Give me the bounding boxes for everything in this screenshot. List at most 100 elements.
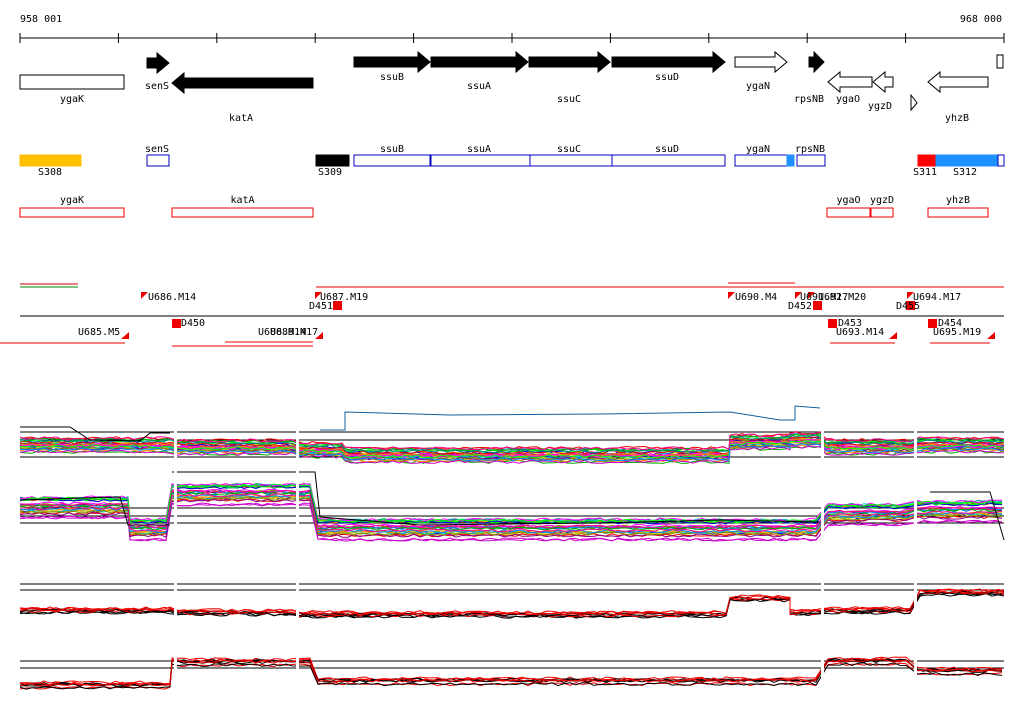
promoter (172, 319, 181, 328)
gene-arrow (528, 50, 611, 74)
unit-flag (728, 292, 735, 299)
segment-label: ssuA (467, 144, 491, 155)
segment-label: ygaN (746, 144, 770, 155)
gene-label: ssuA (467, 81, 491, 92)
segment-box (315, 154, 350, 167)
expression-trace (19, 498, 1003, 538)
segment-label: S312 (953, 167, 977, 178)
segment-box (146, 154, 170, 167)
segment-label: ssuB (380, 144, 404, 155)
track-gap (174, 405, 177, 700)
promoter (813, 301, 822, 310)
expression-trace (20, 493, 1003, 533)
expression-trace (19, 502, 1003, 542)
unit-label: U692.M20 (818, 292, 866, 303)
ruler-end: 968 000 (960, 14, 1002, 25)
operon-box (870, 207, 894, 218)
track-gap (914, 405, 917, 700)
gene-arrow (808, 50, 825, 74)
segment-label: ssuD (655, 144, 679, 155)
ruler-start: 958 001 (20, 14, 62, 25)
unit-flag (121, 332, 129, 339)
expression-trace (19, 496, 170, 526)
promoter (333, 301, 342, 310)
operon-label: ygaK (60, 195, 84, 206)
gene-arrow (353, 50, 431, 74)
expression-trace (19, 494, 1003, 534)
segment-box (19, 154, 82, 167)
unit-flag (889, 332, 897, 339)
unit-label: U687.M19 (320, 292, 368, 303)
gene-arrow (19, 74, 125, 90)
expression-trace (19, 434, 1005, 454)
gene-label: ygzD (868, 101, 892, 112)
gene-label: ygaN (746, 81, 770, 92)
segment-label: rpsNB (795, 144, 825, 155)
gene-arrow (927, 70, 989, 94)
expression-trace (19, 490, 1003, 530)
operon-box (927, 207, 989, 218)
segment-box (734, 154, 788, 167)
expression-trace (19, 589, 1005, 616)
segment-box (353, 154, 431, 167)
expression-trace (19, 439, 1005, 459)
track-gap (296, 405, 299, 700)
expression-trace (19, 662, 1003, 690)
segment-box (611, 154, 726, 167)
promoter (928, 319, 937, 328)
unit-label: U686.M14 (148, 292, 196, 303)
expression-trace (19, 445, 1005, 464)
promoter (828, 319, 837, 328)
expression-trace (19, 491, 1003, 531)
operon-label: ygzD (870, 195, 894, 206)
gene-label: yhzB (945, 113, 969, 124)
unit-label: D452 (788, 301, 812, 312)
unit-label: D450 (181, 318, 205, 329)
gene-label: rpsNB (794, 94, 824, 105)
segment-label: S311 (913, 167, 937, 178)
gene-arrow (827, 70, 873, 94)
segment-box (786, 154, 795, 167)
unit-label: U690.M4 (735, 292, 777, 303)
gene-arrow (430, 50, 529, 74)
unit-label: D453 (838, 318, 862, 329)
unit-flag (315, 292, 322, 299)
expression-trace (19, 485, 1003, 525)
expression-trace (19, 494, 1003, 534)
segment-box (529, 154, 613, 167)
unit-label: U693.M14 (836, 327, 884, 338)
gene-label: ssuC (557, 94, 581, 105)
unit-flag (907, 292, 914, 299)
unit-label: U695.M19 (933, 327, 981, 338)
unit-label: U691.M17 (800, 292, 848, 303)
unit-flag (141, 292, 148, 299)
unit-label: D451 (309, 301, 333, 312)
expression-trace (19, 498, 1003, 538)
segment-box (796, 154, 826, 167)
expression-trace (19, 483, 1003, 523)
unit-label: U689.M17 (270, 327, 318, 338)
segment-label: S308 (38, 167, 62, 178)
gene-arrow (734, 50, 788, 74)
gene-label: ygaK (60, 94, 84, 105)
segment-label: ssuC (557, 144, 581, 155)
operon-label: ygaO (836, 195, 860, 206)
expression-trace (19, 431, 1005, 451)
gene-arrow (146, 51, 170, 75)
expression-trace (19, 432, 1005, 452)
gene-label: ssuB (380, 72, 404, 83)
expression-trace (19, 496, 1003, 536)
expression-trace (19, 440, 1005, 459)
gene-label: ssuD (655, 72, 679, 83)
segment-box (917, 154, 937, 167)
expression-trace (19, 659, 1003, 687)
segment-box (935, 154, 999, 167)
gene-arrow (872, 70, 894, 94)
expression-trace (19, 657, 1003, 686)
expression-trace (172, 471, 821, 526)
unit-flag (987, 332, 995, 339)
unit-label: U685.M5 (78, 327, 120, 338)
operon-box (171, 207, 314, 218)
expression-trace (930, 491, 1005, 541)
